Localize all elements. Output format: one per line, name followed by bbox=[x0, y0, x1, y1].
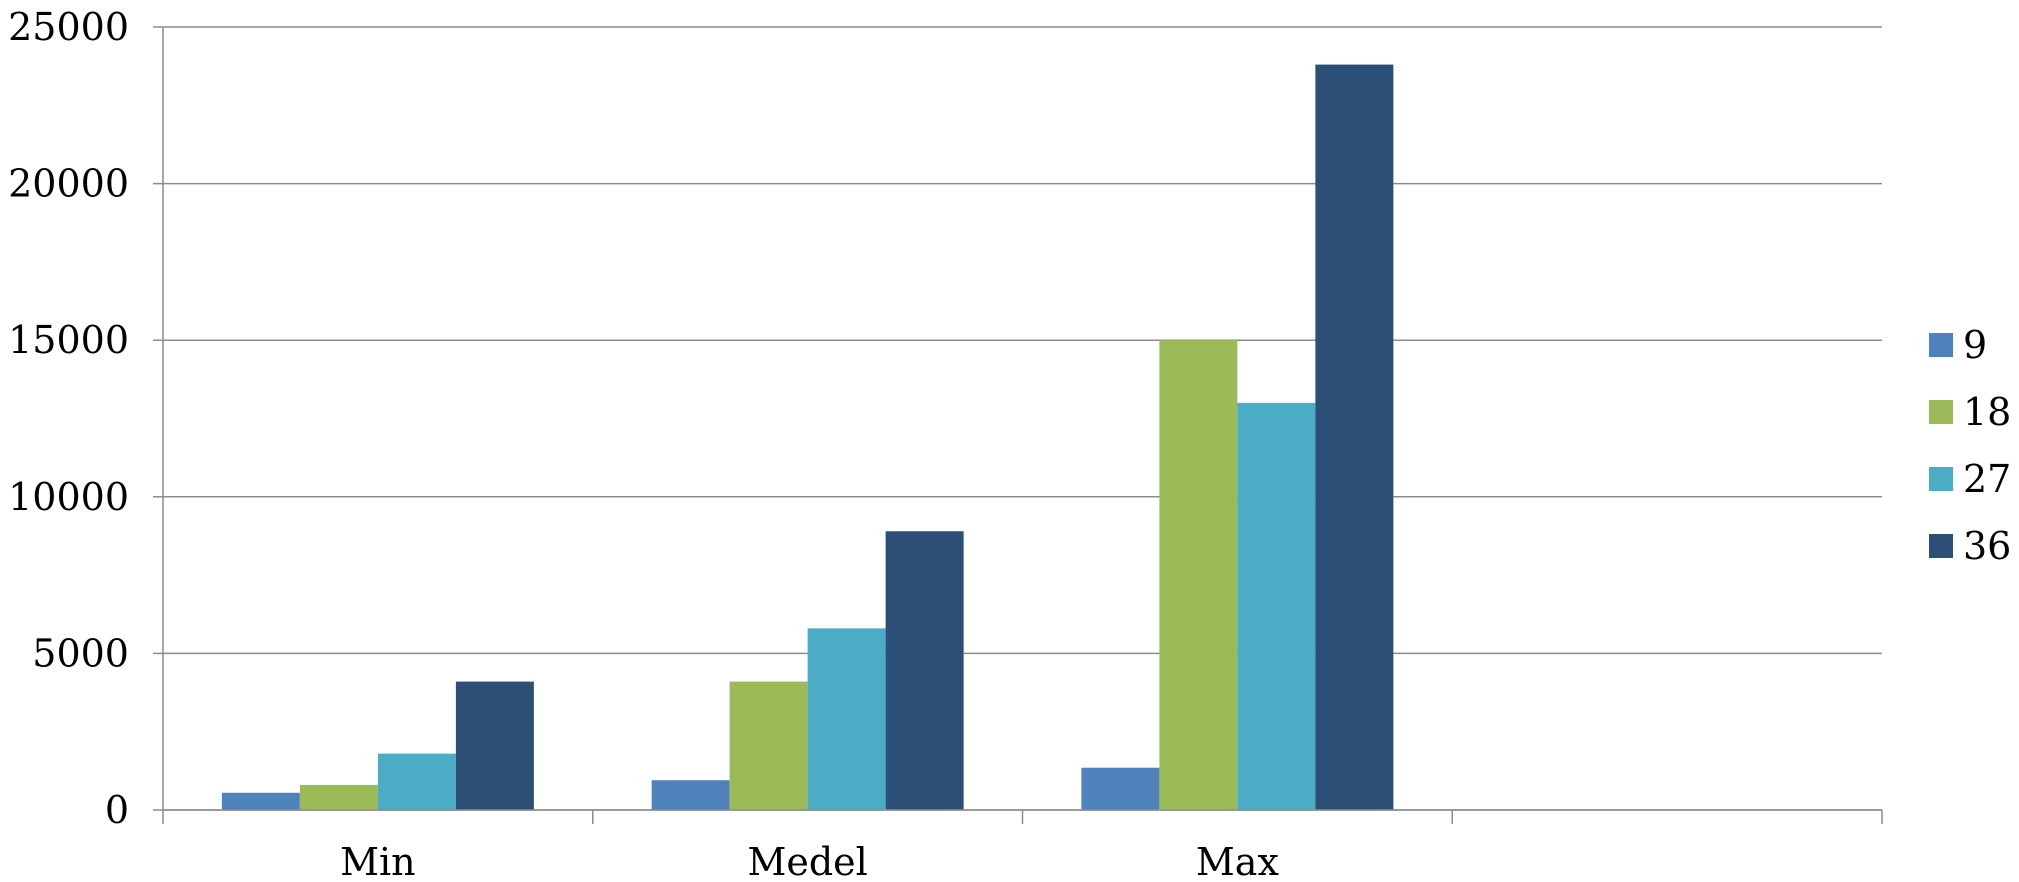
x-tick-label: Max bbox=[1196, 840, 1279, 882]
y-tick-label: 5000 bbox=[32, 631, 129, 675]
bar bbox=[455, 681, 534, 810]
y-axis-tick-labels: 0 5000 10000 15000 20000 25000 bbox=[8, 5, 129, 832]
bar bbox=[885, 531, 964, 810]
bar bbox=[1159, 340, 1238, 810]
y-tick-label: 0 bbox=[105, 788, 129, 832]
legend-swatch bbox=[1929, 333, 1953, 357]
bar bbox=[221, 792, 300, 810]
legend-swatch bbox=[1929, 467, 1953, 491]
bar bbox=[377, 753, 456, 810]
legend: 9 18 27 36 bbox=[1929, 323, 2011, 568]
bar bbox=[299, 784, 378, 810]
x-axis-tick-labels: Min Medel Max bbox=[340, 840, 1279, 882]
bar bbox=[651, 780, 730, 810]
bar bbox=[1237, 402, 1316, 810]
bars bbox=[221, 64, 1394, 811]
bar bbox=[1315, 64, 1394, 811]
y-tick-label: 10000 bbox=[8, 475, 129, 519]
axes bbox=[162, 27, 1883, 824]
legend-label: 18 bbox=[1963, 390, 2011, 434]
x-tick-label: Min bbox=[340, 840, 416, 882]
gridlines bbox=[153, 26, 1882, 811]
x-tick-label: Medel bbox=[747, 840, 867, 882]
y-tick-label: 15000 bbox=[8, 318, 129, 362]
legend-swatch bbox=[1929, 534, 1953, 558]
y-tick-label: 20000 bbox=[8, 162, 129, 206]
legend-label: 36 bbox=[1963, 524, 2011, 568]
legend-label: 9 bbox=[1963, 323, 1987, 367]
bar bbox=[1081, 767, 1160, 810]
legend-label: 27 bbox=[1963, 457, 2011, 501]
bar bbox=[807, 628, 886, 810]
legend-swatch bbox=[1929, 400, 1953, 424]
y-tick-label: 25000 bbox=[8, 5, 129, 49]
bar bbox=[729, 681, 808, 810]
